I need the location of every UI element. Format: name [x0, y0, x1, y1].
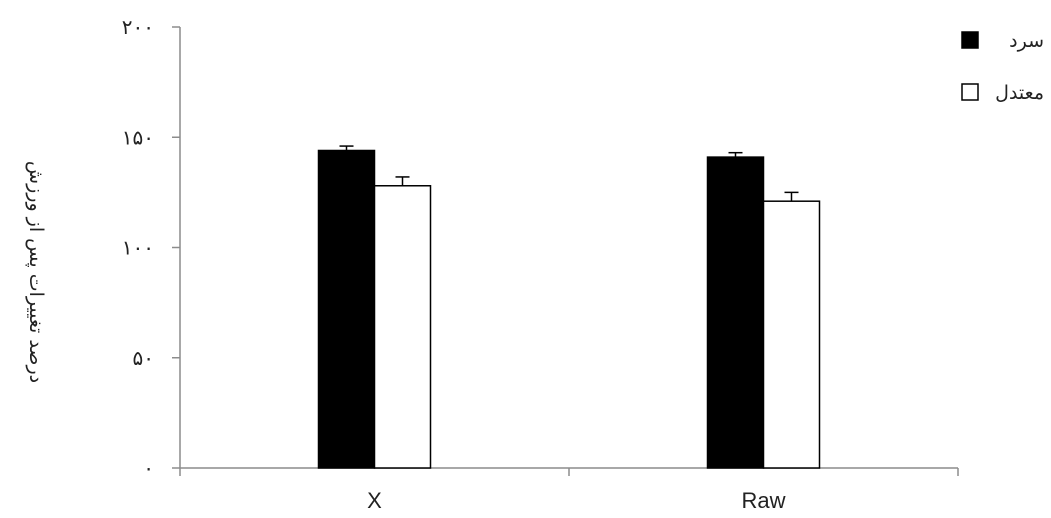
x-axis: X Raw: [179, 467, 959, 513]
y-tick-label: ۰: [143, 456, 154, 480]
y-axis: ۰ ۵۰ ۱۰۰ ۱۵۰ ۲۰۰: [122, 15, 181, 480]
y-axis-title: درصد تغییرات پس از ورزش: [25, 161, 47, 383]
bars: [317, 149, 821, 469]
legend: سرد معتدل: [961, 30, 1044, 104]
legend-label: سرد: [1009, 30, 1044, 52]
bar: [373, 185, 432, 469]
legend-label: معتدل: [995, 82, 1044, 104]
y-tick-label: ۵۰: [133, 346, 154, 370]
bar: [317, 149, 376, 469]
error-bars: [339, 145, 799, 202]
x-tick-label: X: [367, 488, 382, 513]
y-tick-label: ۲۰۰: [122, 15, 154, 39]
bar: [706, 156, 765, 469]
bar: [762, 200, 821, 469]
y-tick-label: ۱۰۰: [122, 236, 154, 260]
y-tick-label: ۱۵۰: [122, 125, 154, 149]
legend-swatch: [961, 83, 979, 101]
x-tick-label: Raw: [741, 488, 785, 513]
legend-swatch: [961, 31, 979, 49]
